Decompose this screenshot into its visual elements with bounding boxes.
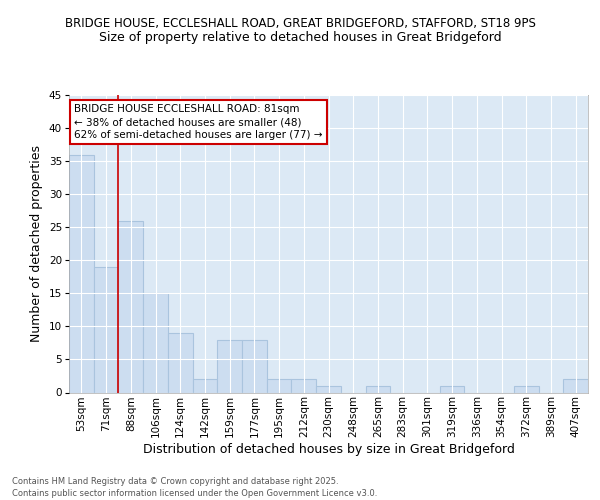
Bar (440, 386, 464, 392)
Y-axis label: Number of detached properties: Number of detached properties (30, 145, 43, 342)
Bar (563, 380, 588, 392)
Bar (514, 386, 539, 392)
Bar (118, 220, 143, 392)
Bar (193, 380, 217, 392)
Bar (217, 340, 242, 392)
Bar (143, 294, 168, 392)
Bar (94, 267, 118, 392)
Text: Contains HM Land Registry data © Crown copyright and database right 2025.
Contai: Contains HM Land Registry data © Crown c… (12, 476, 377, 498)
Bar (316, 386, 341, 392)
Bar (267, 380, 292, 392)
Bar (292, 380, 316, 392)
X-axis label: Distribution of detached houses by size in Great Bridgeford: Distribution of detached houses by size … (143, 443, 514, 456)
Text: BRIDGE HOUSE ECCLESHALL ROAD: 81sqm
← 38% of detached houses are smaller (48)
62: BRIDGE HOUSE ECCLESHALL ROAD: 81sqm ← 38… (74, 104, 323, 141)
Text: Size of property relative to detached houses in Great Bridgeford: Size of property relative to detached ho… (98, 31, 502, 44)
Bar (365, 386, 390, 392)
Text: BRIDGE HOUSE, ECCLESHALL ROAD, GREAT BRIDGEFORD, STAFFORD, ST18 9PS: BRIDGE HOUSE, ECCLESHALL ROAD, GREAT BRI… (65, 18, 535, 30)
Bar (242, 340, 267, 392)
Bar (168, 333, 193, 392)
Bar (69, 154, 94, 392)
